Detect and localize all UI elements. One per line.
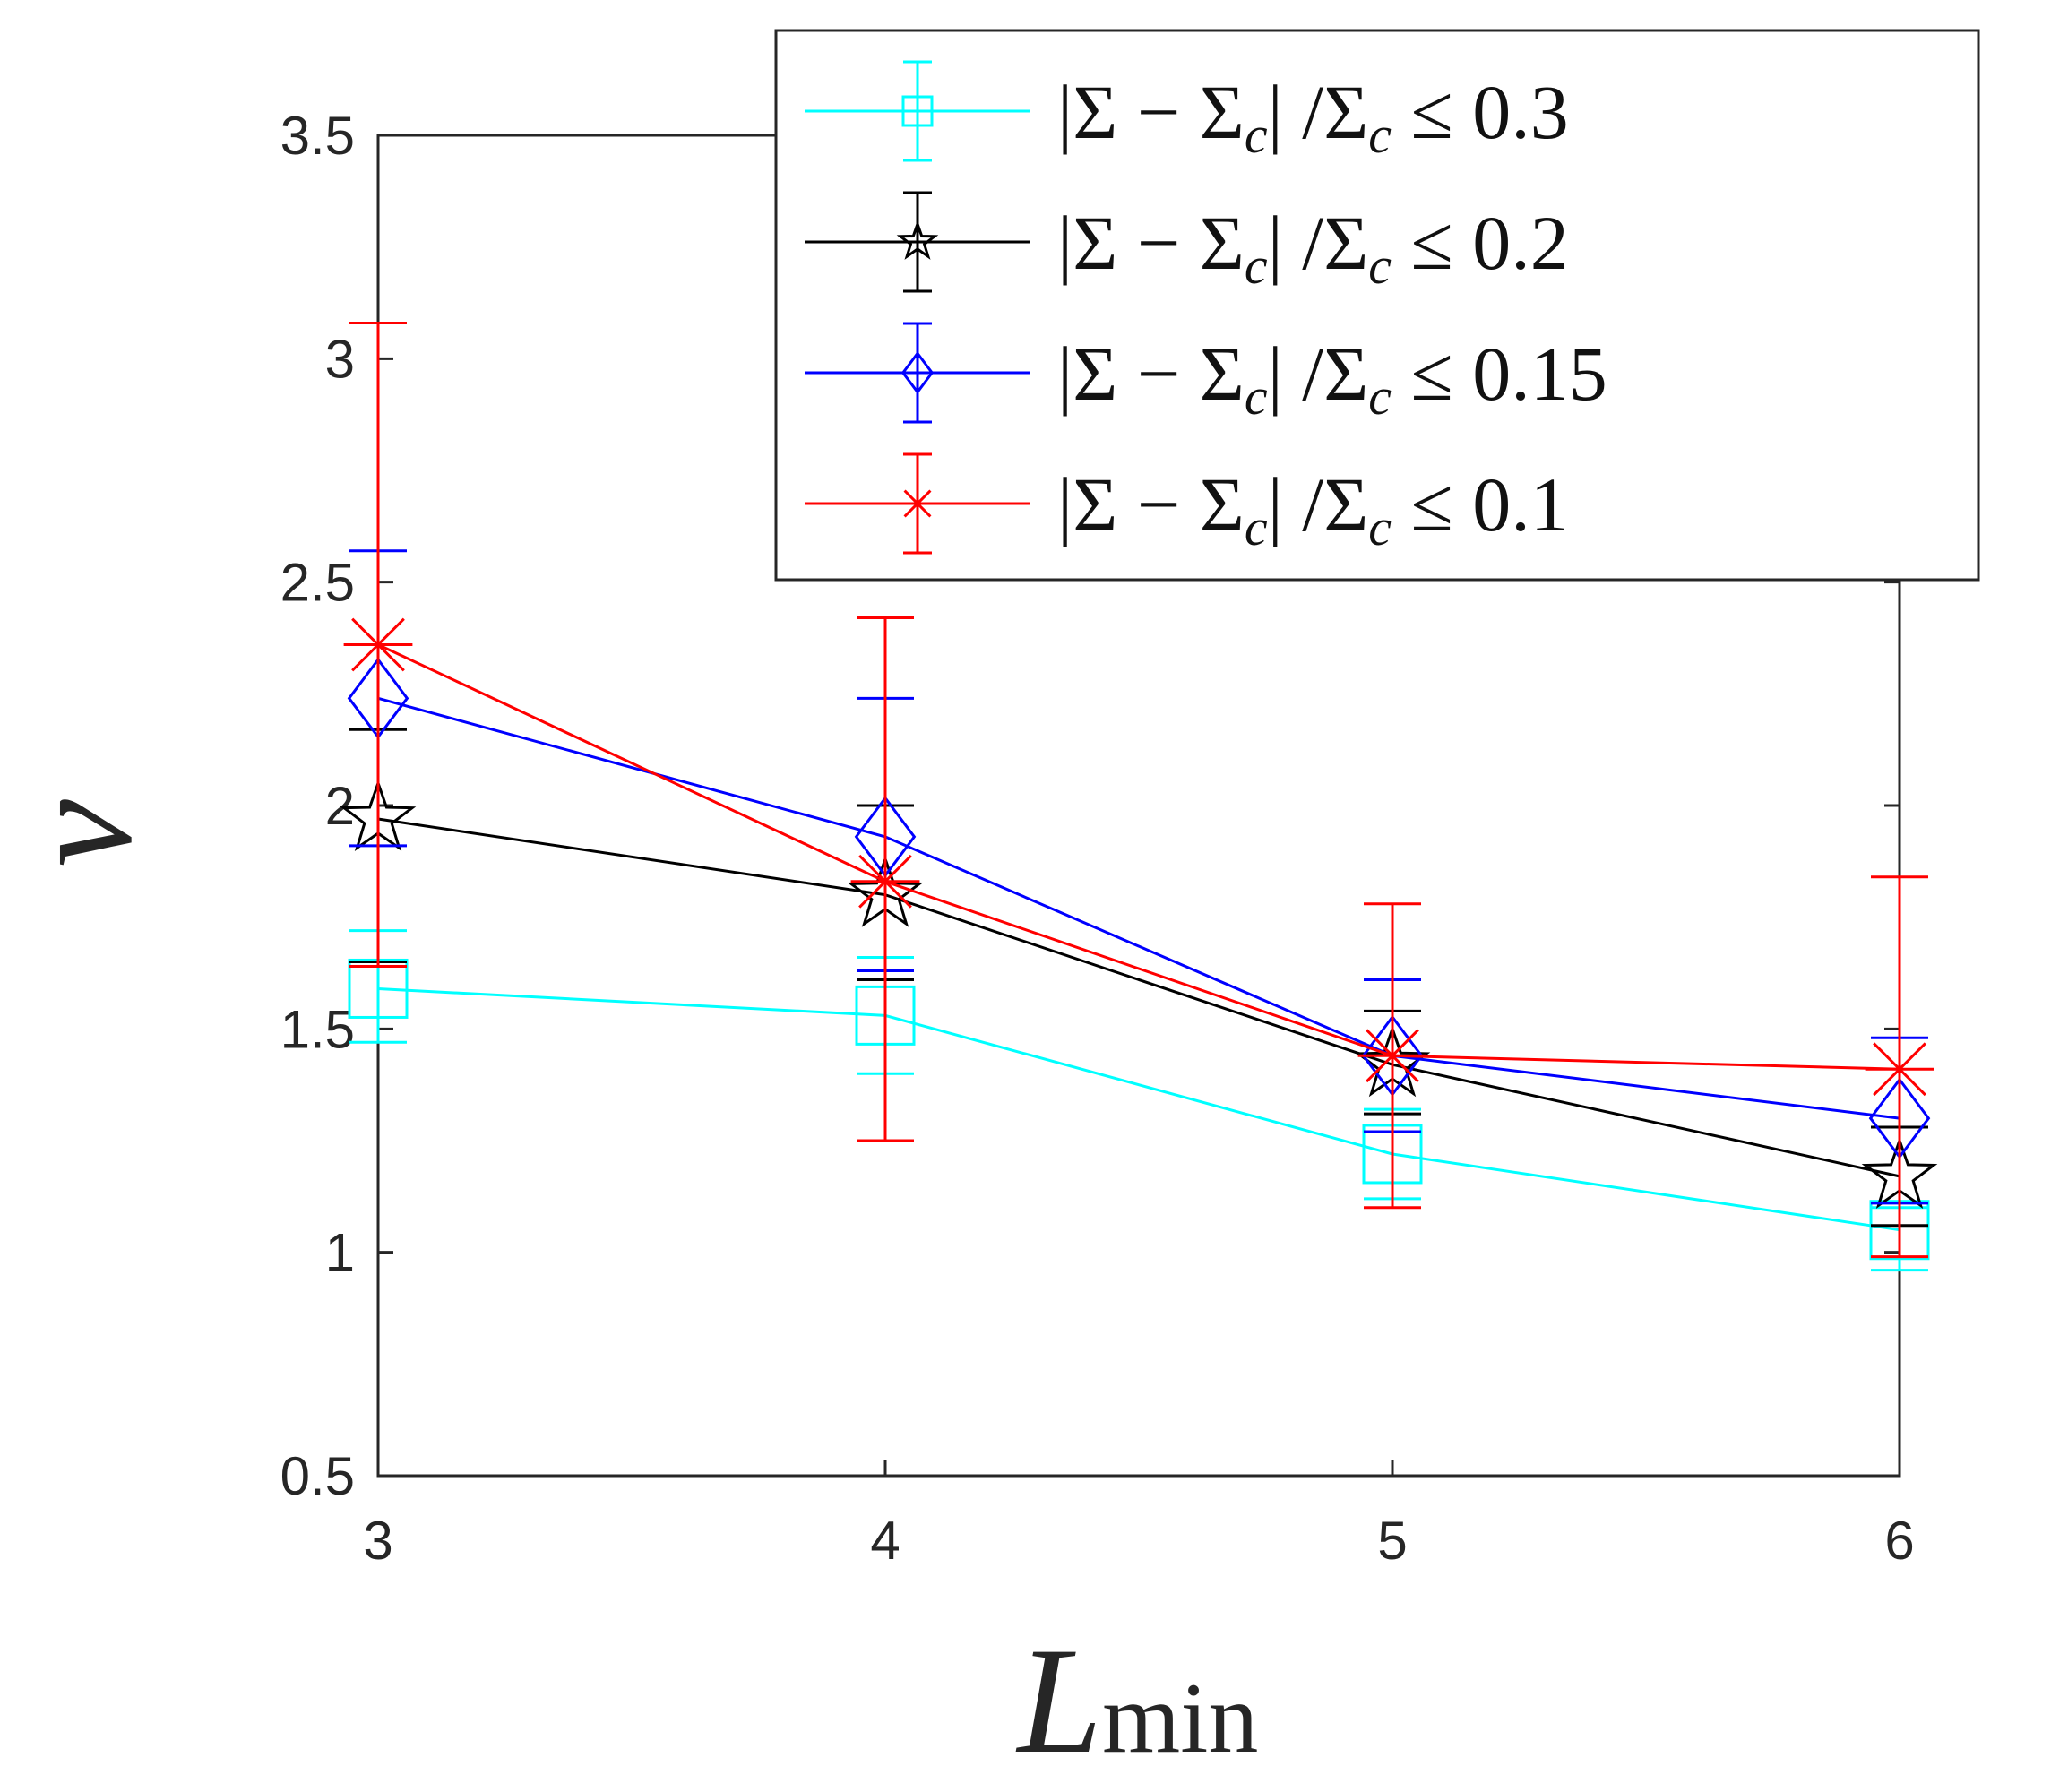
legend-label-sub: c bbox=[1368, 106, 1392, 164]
marker-diamond bbox=[900, 350, 935, 395]
series-line bbox=[377, 817, 1900, 1178]
legend-entry-1: |Σ − Σc| /Σc ≤ 0.3 bbox=[805, 60, 1569, 164]
x-tick-label: 5 bbox=[1377, 1511, 1407, 1571]
legend-label-tail: ≤ 0.15 bbox=[1392, 331, 1607, 417]
legend-label-main: |Σ − Σ bbox=[1057, 200, 1245, 286]
legend-label-sub: c bbox=[1368, 498, 1392, 556]
legend-label-sub: c bbox=[1245, 498, 1268, 556]
marker-asterisk-stroke bbox=[858, 854, 912, 909]
x-tick-label: 4 bbox=[870, 1511, 900, 1571]
x-tick-label: 6 bbox=[1884, 1511, 1914, 1571]
series-layer bbox=[340, 321, 1938, 1272]
legend-entry-2: |Σ − Σc| /Σc ≤ 0.2 bbox=[805, 191, 1569, 295]
data-point bbox=[1357, 1021, 1427, 1090]
legend-items: |Σ − Σc| /Σc ≤ 0.3|Σ − Σc| /Σc ≤ 0.2|Σ −… bbox=[805, 60, 1607, 556]
marker-asterisk-stroke bbox=[1366, 1029, 1419, 1083]
legend-label: |Σ − Σc| /Σc ≤ 0.2 bbox=[1057, 200, 1569, 295]
axis-ticks: 0.5 1 1.5 2 2.5 3 3.5 3 4 5 6 bbox=[280, 106, 1915, 1571]
series-line bbox=[377, 643, 1900, 1071]
data-point bbox=[1865, 1034, 1934, 1104]
y-tick-label: 2.5 bbox=[280, 553, 355, 613]
legend-label-sub: c bbox=[1368, 237, 1392, 295]
legend-label-tail: ≤ 0.2 bbox=[1392, 200, 1569, 286]
legend-label-main: |Σ − Σ bbox=[1057, 69, 1245, 155]
legend-label-sub: c bbox=[1368, 367, 1392, 426]
legend-label: |Σ − Σc| /Σc ≤ 0.3 bbox=[1057, 69, 1569, 164]
series-4 bbox=[343, 321, 1934, 1259]
y-tick-label: 2 bbox=[325, 776, 355, 836]
data-point bbox=[850, 847, 920, 917]
legend-label-sub: c bbox=[1245, 367, 1268, 426]
legend-box bbox=[774, 29, 1980, 582]
marker-asterisk bbox=[850, 847, 920, 917]
legend-label-tail: ≤ 0.3 bbox=[1392, 69, 1569, 155]
legend-entry-4: |Σ − Σc| /Σc ≤ 0.1 bbox=[805, 452, 1569, 556]
legend-label-mid: | /Σ bbox=[1268, 69, 1369, 155]
series-line bbox=[377, 987, 1900, 1232]
y-axis-label: ν bbox=[0, 799, 163, 867]
legend-label-main: |Σ − Σ bbox=[1057, 461, 1245, 547]
y-tick-label: 3.5 bbox=[280, 106, 355, 166]
legend-label: |Σ − Σc| /Σc ≤ 0.1 bbox=[1057, 461, 1569, 556]
y-tick-label: 1 bbox=[325, 1223, 355, 1283]
legend-label-sub: c bbox=[1245, 106, 1268, 164]
series-line bbox=[377, 696, 1900, 1120]
legend-label: |Σ − Σc| /Σc ≤ 0.15 bbox=[1057, 331, 1607, 426]
legend: |Σ − Σc| /Σc ≤ 0.3|Σ − Σc| /Σc ≤ 0.2|Σ −… bbox=[774, 29, 1980, 582]
marker-square bbox=[901, 95, 934, 127]
legend-label-mid: | /Σ bbox=[1268, 200, 1369, 286]
legend-label-mid: | /Σ bbox=[1268, 461, 1369, 547]
legend-entry-3: |Σ − Σc| /Σc ≤ 0.15 bbox=[805, 322, 1607, 426]
legend-label-main: |Σ − Σ bbox=[1057, 331, 1245, 417]
x-tick-label: 3 bbox=[363, 1511, 392, 1571]
y-tick-label: 3 bbox=[325, 329, 355, 389]
legend-label-sub: c bbox=[1245, 237, 1268, 295]
legend-label-tail: ≤ 0.1 bbox=[1392, 461, 1569, 547]
marker-asterisk-stroke bbox=[351, 617, 405, 672]
y-tick-label: 0.5 bbox=[280, 1446, 355, 1506]
data-point bbox=[343, 610, 413, 679]
y-tick-label: 1.5 bbox=[280, 999, 355, 1059]
marker-asterisk-stroke bbox=[903, 489, 932, 518]
marker-asterisk bbox=[343, 610, 413, 679]
marker-asterisk bbox=[1357, 1021, 1427, 1090]
legend-label-mid: | /Σ bbox=[1268, 331, 1369, 417]
x-axis-label: Lmin bbox=[1016, 1616, 1259, 1785]
marker-star bbox=[896, 220, 939, 260]
marker-asterisk bbox=[1865, 1034, 1934, 1104]
marker-asterisk-stroke bbox=[1873, 1042, 1926, 1097]
marker-asterisk bbox=[900, 486, 935, 521]
